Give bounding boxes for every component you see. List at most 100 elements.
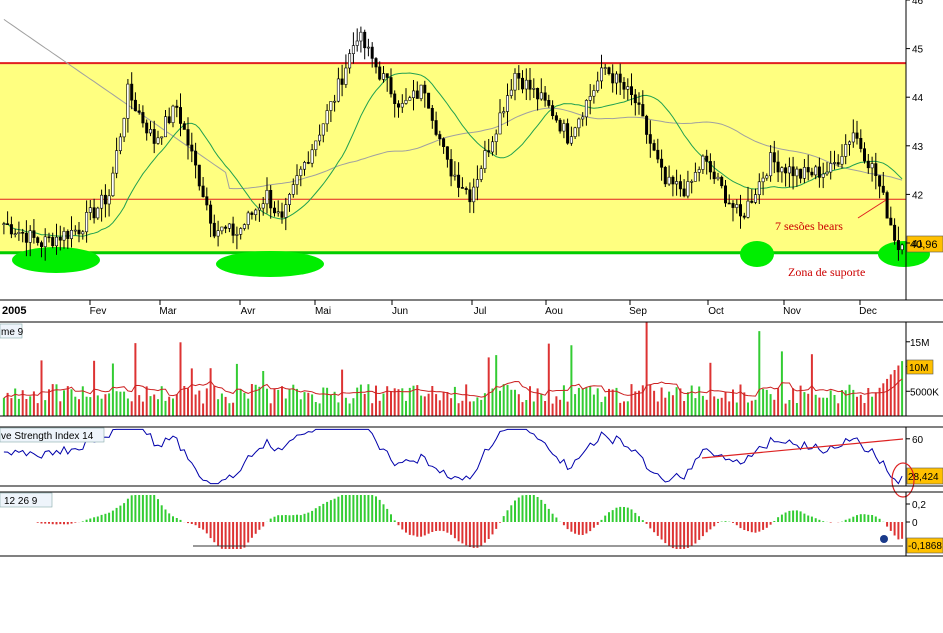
support-touch-ellipse	[740, 241, 774, 267]
candle-body	[51, 237, 55, 247]
price-tick-label: 41	[912, 239, 924, 250]
candle-body	[231, 223, 235, 236]
candle-body	[878, 175, 882, 187]
candle-body	[77, 229, 81, 235]
candle-body	[840, 156, 844, 165]
candle-body	[592, 90, 596, 97]
volume-title: me 9	[1, 327, 24, 338]
volume-current-label: 10M	[909, 363, 928, 374]
month-label: Jul	[474, 306, 487, 317]
trading-range-zone	[0, 63, 906, 253]
candle-body	[17, 232, 21, 235]
price-tick-label: 43	[912, 142, 924, 153]
candle-body	[396, 103, 400, 108]
candle-body	[791, 166, 795, 177]
candle-body	[92, 207, 96, 219]
candle-body	[411, 90, 415, 99]
candle-body	[829, 163, 833, 173]
support-zone-annotation: Zona de suporte	[788, 265, 865, 279]
month-label: Avr	[241, 306, 256, 317]
price-tick-label: 46	[912, 0, 924, 7]
candle-body	[366, 46, 370, 49]
rsi-trendline	[701, 438, 904, 459]
candle-body	[697, 169, 701, 173]
candle-body	[667, 176, 671, 185]
candle-body	[54, 236, 58, 247]
candle-body	[190, 144, 194, 152]
candle-body	[893, 224, 897, 241]
candle-body	[806, 167, 810, 173]
rsi-highlight-circle	[891, 462, 915, 498]
candle-body	[851, 132, 855, 143]
candle-body	[663, 167, 667, 185]
candle-body	[381, 73, 385, 80]
volume-y-axis: 15M 5000K	[905, 322, 939, 416]
candle-body	[731, 203, 735, 208]
candle-body	[291, 184, 295, 195]
candle-body	[149, 129, 153, 134]
candle-body	[735, 204, 739, 208]
candle-body	[716, 176, 720, 180]
candle-body	[551, 105, 555, 116]
candle-body	[239, 228, 243, 235]
candle-body	[227, 223, 231, 229]
candle-body	[784, 167, 788, 174]
candle-body	[761, 177, 765, 183]
candle-body	[472, 186, 476, 203]
candle-body	[896, 240, 900, 250]
candle-body	[325, 110, 329, 125]
candle-body	[197, 164, 201, 187]
candle-body	[607, 67, 611, 74]
macd-panel: 0,20 12 26 9 -0,1868	[0, 492, 943, 556]
candle-body	[468, 189, 472, 203]
candle-body	[430, 108, 434, 121]
candle-body	[765, 175, 769, 179]
candle-body	[498, 112, 502, 135]
candle-body	[141, 112, 145, 124]
macd-title-box	[0, 492, 53, 508]
candle-body	[400, 103, 404, 108]
candle-body	[6, 223, 10, 225]
candle-body	[348, 53, 352, 69]
candle-body	[73, 229, 77, 232]
candle-body	[573, 127, 577, 137]
candle-body	[769, 152, 773, 177]
candle-body	[333, 100, 337, 103]
candle-body	[787, 166, 791, 174]
year-label: 2005	[2, 305, 26, 317]
candle-body	[712, 171, 716, 180]
candle-body	[509, 89, 513, 96]
candle-body	[389, 77, 393, 95]
candle-body	[216, 230, 220, 237]
candle-body	[524, 79, 528, 90]
candle-body	[859, 138, 863, 149]
candle-body	[690, 181, 694, 183]
candle-body	[817, 166, 821, 178]
price-y-axis: 41 42 43 44 45 46	[905, 0, 924, 300]
candle-body	[344, 67, 348, 85]
rsi-line	[3, 428, 903, 485]
candle-body	[39, 242, 43, 248]
candle-body	[686, 181, 690, 197]
rsi-tick-label: 60	[912, 435, 924, 446]
candle-body	[287, 194, 291, 205]
candle-body	[682, 188, 686, 197]
candle-body	[520, 77, 524, 90]
candle-body	[675, 181, 679, 185]
candle-body	[269, 190, 273, 209]
candle-body	[370, 46, 374, 59]
candle-body	[329, 101, 333, 111]
candle-body	[212, 222, 216, 237]
candle-body	[321, 123, 325, 136]
candle-body	[265, 190, 269, 205]
candle-body	[280, 211, 284, 218]
candle-body	[738, 204, 742, 217]
candle-body	[577, 118, 581, 129]
rsi-panel: 60 ve Strength Index 14 28,424	[0, 427, 943, 498]
candle-body	[302, 162, 306, 170]
candle-body	[753, 194, 757, 203]
bear-sessions-annotation: 7 sesões bears	[775, 219, 843, 233]
candle-body	[186, 129, 190, 146]
month-label: Mar	[159, 306, 177, 317]
macd-histogram	[36, 495, 904, 549]
